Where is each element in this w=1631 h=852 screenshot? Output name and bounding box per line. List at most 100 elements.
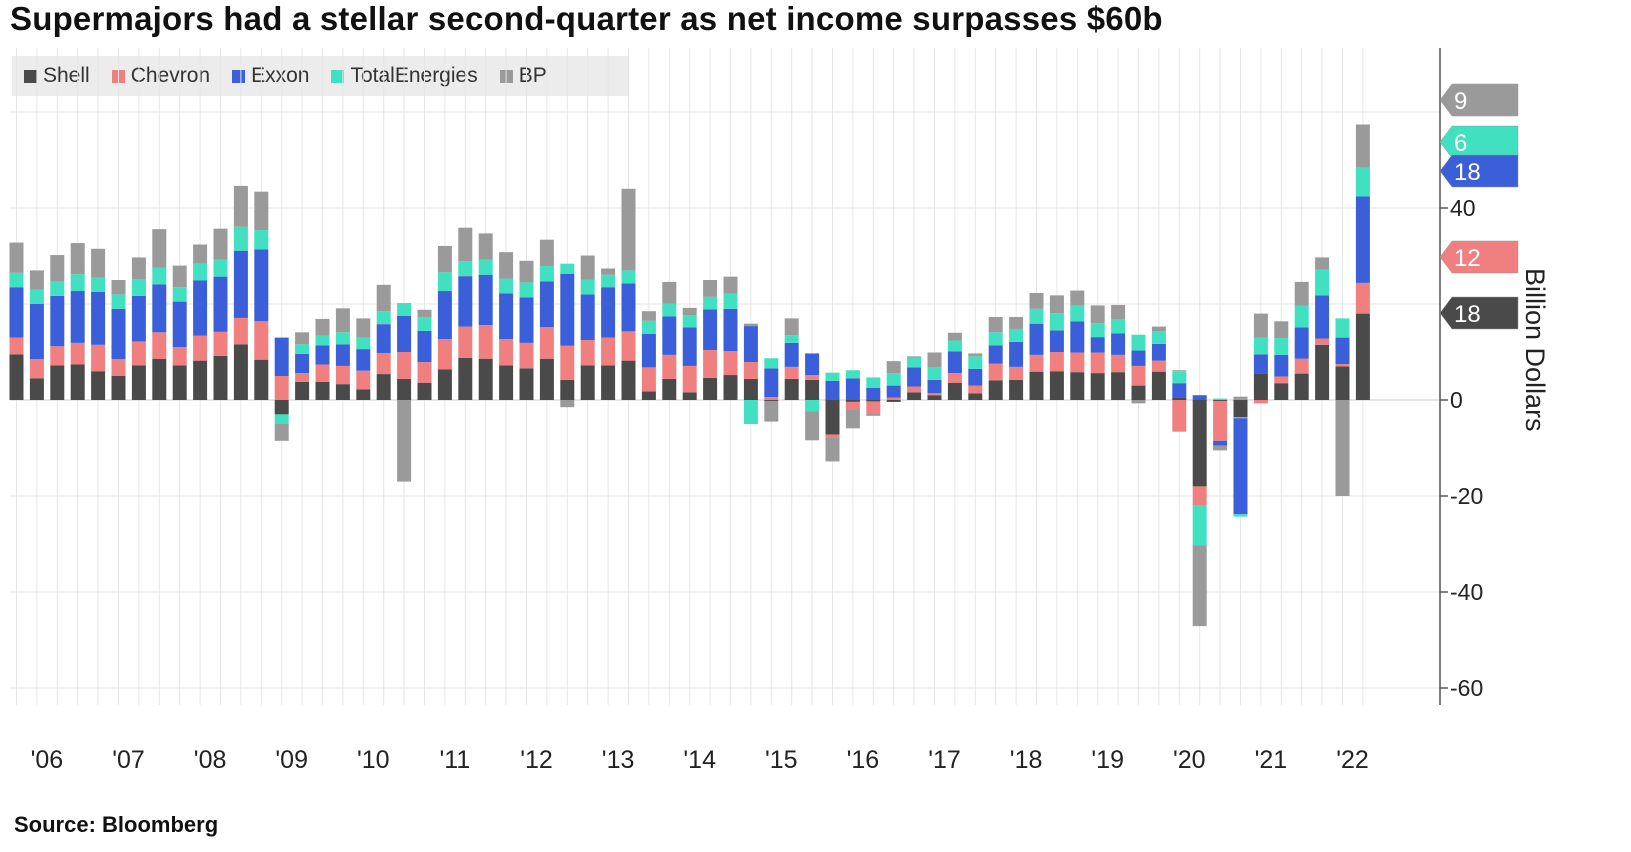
bar-bp — [764, 400, 779, 422]
bar-chevron — [254, 321, 269, 360]
bar-exxon — [397, 316, 412, 352]
x-tick-label: '09 — [275, 746, 308, 774]
bar-exxon — [947, 351, 962, 374]
bar-exxon — [254, 249, 269, 322]
bar-exxon — [1274, 354, 1289, 377]
bar-exxon — [621, 283, 636, 332]
value-tag-bp: 9 — [1439, 83, 1519, 117]
bar-bp — [1049, 295, 1064, 314]
bar-exxon — [1355, 196, 1370, 283]
bar-shell — [682, 392, 697, 400]
bar-totalenergies — [805, 400, 820, 412]
bar-shell — [580, 365, 595, 400]
x-tick-label: '07 — [112, 746, 145, 774]
value-tag-label: 18 — [1454, 159, 1481, 186]
bar-bp — [152, 229, 167, 268]
bar-shell — [376, 374, 391, 400]
bar-exxon — [70, 291, 85, 343]
bar-shell — [70, 364, 85, 400]
bar-totalenergies — [703, 296, 718, 310]
bar-shell — [315, 381, 330, 400]
x-tick-label: '15 — [765, 746, 798, 774]
bar-totalenergies — [601, 274, 616, 288]
bar-totalenergies — [845, 370, 860, 379]
bar-totalenergies — [825, 372, 840, 381]
bar-totalenergies — [1294, 305, 1309, 328]
bar-totalenergies — [233, 226, 248, 251]
bar-exxon — [1049, 330, 1064, 352]
bar-bp — [437, 245, 452, 273]
bar-totalenergies — [907, 357, 922, 368]
bar-chevron — [601, 337, 616, 366]
bar-bp — [1151, 326, 1166, 332]
bar-shell — [968, 393, 983, 400]
bar-exxon — [152, 284, 167, 333]
bar-chevron — [1090, 352, 1105, 374]
bar-chevron — [662, 354, 677, 379]
bar-shell — [254, 359, 269, 400]
bar-shell — [50, 365, 65, 400]
bar-shell — [1335, 366, 1350, 400]
bar-chevron — [519, 342, 534, 369]
bar-shell — [111, 376, 126, 400]
bar-chevron — [213, 331, 228, 356]
bar-exxon — [825, 380, 840, 400]
legend: Shell Chevron Exxon TotalEnergies BP — [12, 56, 628, 96]
bar-chevron — [458, 326, 473, 358]
value-tag-label: 12 — [1454, 245, 1481, 272]
bar-chevron — [764, 397, 779, 400]
bar-totalenergies — [1172, 371, 1187, 384]
bar-totalenergies — [499, 278, 514, 294]
bar-exxon — [1253, 354, 1268, 374]
bar-shell — [131, 365, 146, 400]
bar-bp — [1070, 290, 1085, 306]
y-axis-title: Billion Dollars — [1520, 268, 1550, 432]
bar-exxon — [9, 287, 24, 338]
bar-totalenergies — [213, 259, 228, 277]
bar-shell — [1294, 373, 1309, 400]
bar-totalenergies — [1253, 337, 1268, 355]
bar-bp — [254, 191, 269, 231]
bar-shell — [478, 358, 493, 400]
bar-totalenergies — [1233, 514, 1248, 517]
bar-shell — [723, 375, 738, 400]
x-tick-label: '17 — [928, 746, 961, 774]
bar-chevron — [1131, 365, 1146, 386]
bar-chevron — [50, 346, 65, 366]
bar-exxon — [335, 344, 350, 366]
bar-chevron — [70, 342, 85, 365]
legend-item-totalenergies: TotalEnergies — [331, 64, 478, 88]
bar-chevron — [1233, 417, 1248, 419]
bar-totalenergies — [723, 293, 738, 309]
bar-chevron — [417, 362, 432, 383]
bar-exxon — [1192, 395, 1207, 400]
bar-chevron — [1151, 360, 1166, 372]
bar-totalenergies — [1355, 167, 1370, 197]
value-tag-shape — [1439, 83, 1519, 117]
bar-bp — [1233, 396, 1248, 400]
bar-exxon — [1131, 350, 1146, 366]
value-tag-totalenergies: 6 — [1439, 125, 1519, 159]
bar-exxon — [274, 337, 289, 376]
bar-chevron — [907, 386, 922, 393]
bar-exxon — [213, 276, 228, 332]
bar-totalenergies — [356, 337, 371, 350]
bar-chevron — [193, 335, 208, 361]
bar-chevron — [560, 345, 575, 380]
bar-totalenergies — [91, 277, 106, 292]
bar-shell — [1009, 379, 1024, 400]
bar-shell — [866, 400, 881, 402]
bar-totalenergies — [70, 274, 85, 292]
bar-chevron — [1253, 400, 1268, 404]
value-tag-shape — [1439, 154, 1519, 188]
x-tick-label: '06 — [31, 746, 64, 774]
bar-shell — [641, 391, 656, 400]
x-tick-label: '19 — [1091, 746, 1124, 774]
bar-bp — [886, 361, 901, 374]
bar-chevron — [9, 337, 24, 355]
bar-chevron — [274, 376, 289, 400]
bar-bp — [866, 413, 881, 416]
bar-shell — [743, 378, 758, 400]
bar-exxon — [886, 385, 901, 398]
bar-totalenergies — [254, 230, 269, 250]
